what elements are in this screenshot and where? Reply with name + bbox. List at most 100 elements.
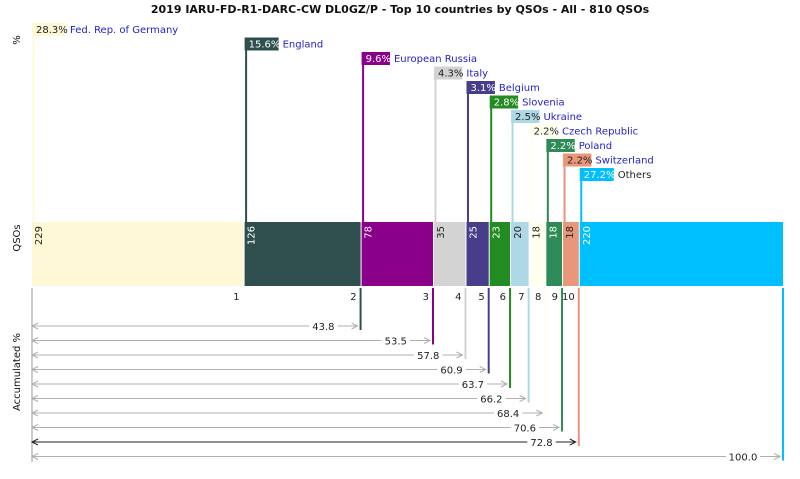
qso-bar xyxy=(466,222,489,286)
y-axis-label-percent-text: % xyxy=(12,35,23,45)
rank-label: 5 xyxy=(478,292,484,303)
accumulated-value-label: 72.8 xyxy=(530,438,552,449)
accumulated-value-label: 43.8 xyxy=(312,322,334,333)
percent-label-box xyxy=(361,52,390,65)
qso-bar xyxy=(579,222,783,286)
accumulated-arrow-head xyxy=(773,453,782,460)
accumulated-arrow-head xyxy=(30,453,39,460)
accumulated-label-bg xyxy=(458,378,488,390)
qso-bar xyxy=(511,222,529,286)
country-name: Poland xyxy=(579,141,612,152)
qso-value-label: 229 xyxy=(34,226,45,245)
rank-label: 10 xyxy=(562,292,575,303)
percent-label-box xyxy=(511,110,540,123)
accumulated-label-bg xyxy=(381,334,410,347)
country-name: Others xyxy=(618,170,652,181)
accumulated-arrow-head xyxy=(552,424,561,431)
percent-label-box xyxy=(244,37,279,51)
qso-bar xyxy=(433,222,466,286)
country-name: Belgium xyxy=(499,83,540,94)
accumulated-arrow-head xyxy=(456,351,464,359)
accumulated-label-bg xyxy=(527,436,556,448)
percent-label: 2.5% xyxy=(515,112,540,123)
qso-value-label: 78 xyxy=(364,226,375,239)
percent-label-box xyxy=(529,124,559,138)
accumulated-value-label: 66.2 xyxy=(480,395,502,406)
accumulated-label-bg xyxy=(414,349,443,361)
y-axis-label-qsos-text: QSOs xyxy=(12,224,23,251)
accumulated-label-bg xyxy=(309,320,338,332)
qso-bar xyxy=(489,222,511,286)
qso-value-label: 126 xyxy=(247,226,258,245)
accumulated-value-label: 100.0 xyxy=(729,453,758,464)
accumulated-arrow-head xyxy=(519,395,527,402)
qso-value-label: 25 xyxy=(468,226,479,239)
percent-label: 2.2% xyxy=(550,141,575,152)
qso-bar xyxy=(244,222,361,286)
accumulated-value-label: 70.6 xyxy=(514,424,536,435)
accumulated-label-bg xyxy=(477,392,506,405)
accumulated-label-bg xyxy=(437,363,466,376)
qso-bar xyxy=(361,222,433,286)
accumulated-arrow-head xyxy=(500,380,509,388)
country-name: Slovenia xyxy=(522,98,565,109)
y-axis-label-accumulated-text: Accumulated % xyxy=(12,333,23,411)
country-name: Switzerland xyxy=(595,156,653,167)
accumulated-arrow-head xyxy=(30,438,39,446)
rank-label: 8 xyxy=(535,292,541,303)
qso-value-label: 18 xyxy=(548,226,559,239)
rank-label: 2 xyxy=(350,292,356,303)
qso-value-label: 35 xyxy=(436,226,447,239)
qso-bar xyxy=(546,222,563,286)
rank-label: 4 xyxy=(455,292,461,303)
qso-value-label: 23 xyxy=(492,226,503,239)
percent-label: 3.1% xyxy=(470,83,495,94)
accumulated-label-bg xyxy=(493,407,523,419)
qso-value-label: 18 xyxy=(565,226,576,239)
qso-bar xyxy=(529,222,546,286)
country-name: England xyxy=(283,40,324,51)
accumulated-value-label: 53.5 xyxy=(385,337,407,348)
percent-label-box xyxy=(546,139,575,152)
qso-bar xyxy=(563,222,579,286)
country-name: Italy xyxy=(466,69,488,80)
qso-value-label: 20 xyxy=(513,226,524,239)
y-axis-label-accumulated: Accumulated % xyxy=(12,333,23,411)
y-axis-label-qsos: QSOs xyxy=(12,224,23,251)
accumulated-value-label: 60.9 xyxy=(440,366,462,377)
percent-label-box xyxy=(466,81,495,94)
accumulated-arrow-head xyxy=(423,337,432,344)
accumulated-value-label: 63.7 xyxy=(462,380,484,391)
rank-label: 7 xyxy=(518,292,524,303)
y-axis-label-percent: % xyxy=(12,35,23,45)
rank-label: 1 xyxy=(233,292,239,303)
accumulated-arrow-head xyxy=(30,322,39,330)
accumulated-arrow-head xyxy=(30,380,39,388)
accumulated-label-bg xyxy=(726,450,760,463)
percent-label: 4.3% xyxy=(438,69,463,80)
accumulated-arrow-head xyxy=(30,395,39,402)
accumulated-arrow-head xyxy=(30,337,39,344)
country-name: Ukraine xyxy=(543,112,582,123)
percent-label: 2.2% xyxy=(534,127,559,138)
percent-label: 27.2% xyxy=(584,170,616,181)
percent-label: 28.3% xyxy=(36,25,68,36)
accumulated-arrow-head xyxy=(30,366,39,373)
rank-label: 3 xyxy=(423,292,429,303)
percent-label: 9.6% xyxy=(366,54,391,65)
accumulated-label-bg xyxy=(510,421,540,434)
percent-label-box xyxy=(563,153,592,167)
qso-value-label: 18 xyxy=(532,226,543,239)
percent-label-box xyxy=(433,66,463,80)
accumulated-value-label: 68.4 xyxy=(497,409,519,420)
percent-label-box xyxy=(32,23,66,36)
qso-bar xyxy=(32,222,244,286)
percent-label: 15.6% xyxy=(249,40,281,51)
percent-label-box xyxy=(489,95,519,109)
rank-label: 9 xyxy=(552,292,558,303)
country-name: Fed. Rep. of Germany xyxy=(70,25,178,36)
rank-label: 6 xyxy=(500,292,506,303)
percent-label-box xyxy=(579,168,614,181)
